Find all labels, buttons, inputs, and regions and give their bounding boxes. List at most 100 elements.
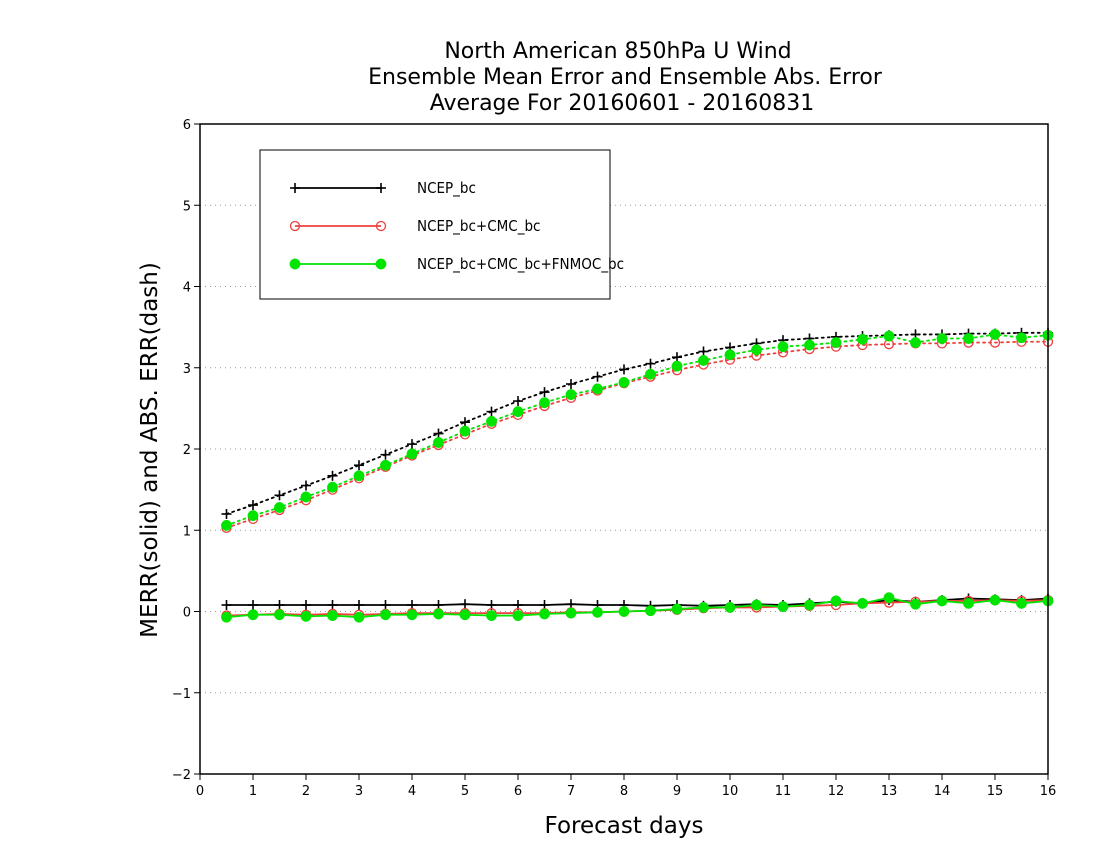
abs-error-point	[539, 397, 550, 409]
abs-error-point	[936, 333, 948, 344]
legend-label: NCEP_bc+CMC_bc	[417, 217, 540, 236]
legend-marker	[375, 220, 387, 232]
abs-error-point	[486, 415, 497, 427]
x-tick-label: 5	[461, 784, 469, 799]
mean-error-point	[248, 600, 258, 610]
abs-error-point	[327, 470, 338, 481]
abs-error-line-ncep-bc	[225, 331, 1049, 515]
mean-error-point	[751, 599, 762, 611]
mean-error-point	[804, 599, 815, 611]
legend-marker	[289, 220, 301, 232]
legend-item-ncep-bc-cmc-bc-fnmoc-bc: NCEP_bc+CMC_bc+FNMOC_bc	[289, 255, 624, 274]
legend-marker	[290, 183, 300, 193]
mean-error-point	[1016, 597, 1027, 609]
mean-error-point	[406, 609, 418, 621]
abs-error-point	[407, 439, 417, 450]
abs-error-point	[406, 448, 418, 460]
abs-error-point	[221, 509, 232, 519]
abs-error-point	[274, 490, 285, 501]
y-tick-label: 6	[183, 118, 191, 133]
mean-error-point	[459, 609, 471, 621]
y-tick-label: 2	[183, 443, 191, 458]
mean-error-point	[936, 595, 948, 607]
mean-error-point	[327, 600, 338, 610]
abs-error-point	[513, 396, 523, 407]
mean-error-point	[671, 603, 683, 615]
abs-error-point	[459, 425, 471, 437]
abs-error-point	[830, 337, 842, 349]
mean-error-point	[353, 611, 365, 623]
x-tick-label: 6	[514, 784, 522, 799]
mean-error-point	[539, 608, 550, 620]
legend-label: NCEP_bc	[417, 179, 476, 198]
x-tick-label: 4	[408, 784, 416, 799]
x-tick-label: 9	[673, 784, 681, 799]
series-ncep-bc-cmc-bc	[221, 336, 1054, 621]
abs-error-point	[619, 364, 629, 375]
mean-error-point	[221, 600, 232, 610]
mean-error-point	[221, 611, 232, 623]
mean-error-point	[830, 595, 842, 607]
x-tick-label: 15	[987, 784, 1004, 799]
mean-error-point	[724, 601, 736, 613]
abs-error-point	[672, 352, 682, 363]
chart-title-line-3: Average For 20160601 - 20160831	[430, 91, 815, 116]
abs-error-point	[433, 428, 444, 439]
abs-error-point	[804, 339, 815, 351]
x-tick-label: 0	[196, 784, 204, 799]
mean-error-point	[592, 606, 603, 618]
legend-item-ncep-bc-cmc-bc: NCEP_bc+CMC_bc	[289, 217, 540, 236]
mean-error-point	[618, 606, 630, 617]
y-tick-label: 5	[183, 199, 191, 214]
legend-box	[259, 149, 611, 300]
legend-marker	[289, 258, 301, 270]
mean-error-point	[698, 601, 709, 613]
mean-error-point	[380, 609, 391, 621]
mean-error-point	[989, 594, 1001, 606]
abs-error-point	[380, 459, 391, 471]
mean-error-point	[883, 592, 895, 604]
abs-error-line-ncep-bc-cmc-bc-fnmoc-bc	[225, 333, 1049, 527]
abs-error-point	[671, 360, 683, 372]
x-tick-label: 13	[881, 784, 898, 799]
abs-error-point	[592, 383, 603, 395]
x-tick-label: 1	[249, 784, 257, 799]
x-tick-label: 3	[355, 784, 363, 799]
abs-error-point	[327, 481, 338, 493]
abs-error-point	[777, 341, 789, 353]
legend: NCEP_bc NCEP_bc+CMC_bc NCEP_bc+CMC_bc+FNMO…	[259, 149, 624, 300]
legend-marker	[376, 183, 386, 193]
abs-error-point	[724, 349, 736, 361]
mean-error-point	[460, 599, 470, 610]
mean-error-point	[274, 600, 285, 610]
plot-series	[221, 327, 1054, 623]
abs-error-point	[300, 491, 312, 503]
legend-marker	[375, 258, 387, 270]
abs-error-point	[989, 328, 1001, 340]
abs-error-point	[963, 333, 974, 344]
abs-error-point	[301, 480, 311, 491]
y-tick-label: 1	[183, 524, 191, 539]
abs-error-point	[645, 368, 656, 380]
x-tick-label: 7	[567, 784, 575, 799]
mean-error-point	[327, 610, 338, 622]
abs-error-point	[751, 344, 762, 356]
abs-error-point	[248, 500, 258, 511]
y-tick-label: −1	[172, 687, 191, 702]
legend-label: NCEP_bc+CMC_bc+FNMOC_bc	[417, 255, 624, 274]
y-tick-label: 3	[183, 362, 191, 377]
abs-error-point	[698, 346, 709, 357]
legend-items: NCEP_bc NCEP_bc+CMC_bc NCEP_bc+CMC_bc+FNMO…	[289, 179, 624, 274]
chart-title-line-1: North American 850hPa U Wind	[444, 39, 791, 64]
mean-error-point	[857, 597, 868, 609]
mean-error-point	[274, 609, 285, 621]
y-tick-label: 0	[183, 606, 191, 621]
chart-title: North American 850hPa U Wind Ensemble Me…	[368, 39, 883, 116]
mean-error-point	[777, 601, 789, 613]
mean-error-point	[300, 610, 312, 622]
mean-error-point	[512, 610, 524, 622]
x-tick-label: 8	[620, 784, 628, 799]
abs-error-point	[565, 389, 577, 401]
